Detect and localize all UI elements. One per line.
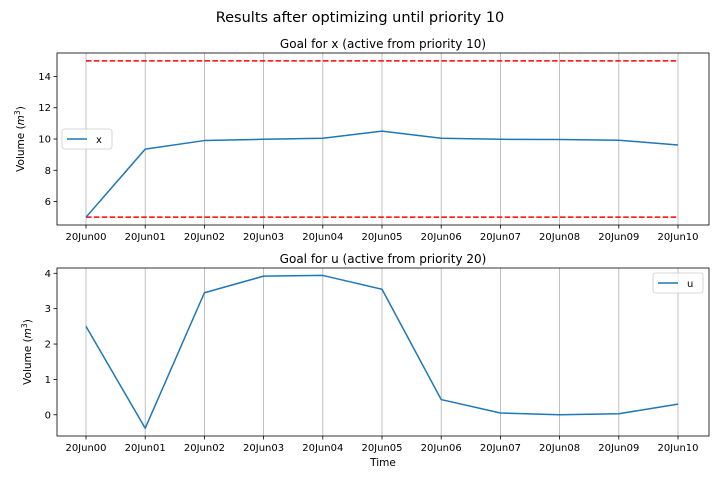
y-tick-label: 10	[38, 135, 51, 146]
x-tick-label: 20Jun04	[302, 232, 343, 243]
x-tick-label: 20Jun07	[480, 232, 521, 243]
subplot-1: 20Jun00 20Jun01 20Jun02 20Jun03 20Jun04 20Jun…	[13, 37, 710, 243]
y-axis-label: Volume (m3)	[13, 106, 27, 172]
y-tick-label: 3	[45, 304, 51, 315]
series-line-x	[85, 130, 679, 218]
x-tick-label: 20Jun05	[361, 232, 402, 243]
y-tick-label: 14	[38, 72, 51, 83]
x-tick-label: 20Jun01	[125, 443, 166, 454]
x-tick-label: 20Jun07	[480, 443, 521, 454]
axes-frame	[56, 267, 710, 437]
x-tick-label: 20Jun09	[598, 443, 639, 454]
x-tick-label: 20Jun05	[361, 443, 402, 454]
y-tick-label: 1	[45, 375, 51, 386]
x-tick-label: 20Jun04	[302, 443, 343, 454]
x-tick-label: 20Jun03	[243, 232, 284, 243]
x-tick-label: 20Jun08	[539, 443, 580, 454]
subplot-title: Goal for x (active from priority 10)	[280, 37, 486, 51]
x-tick-label: 20Jun10	[657, 232, 698, 243]
y-tick-label: 2	[45, 340, 51, 351]
subplot-2: 20Jun00 20Jun01 20Jun02 20Jun03 20Jun04 20Jun…	[20, 252, 710, 469]
x-tick-label: 20Jun00	[65, 443, 106, 454]
y-tick-label: 8	[45, 166, 51, 177]
x-tick-label: 20Jun08	[539, 232, 580, 243]
x-tick-label: 20Jun10	[657, 443, 698, 454]
x-tick-label: 20Jun06	[421, 443, 462, 454]
figure-suptitle: Results after optimizing until priority …	[216, 10, 505, 26]
x-tick-label: 20Jun03	[243, 443, 284, 454]
x-tick-label: 20Jun09	[598, 232, 639, 243]
y-tick-label: 0	[45, 410, 51, 421]
legend: u	[652, 272, 704, 294]
y-axis-label: Volume (m3)	[20, 319, 34, 385]
series-line-u	[85, 274, 679, 429]
x-tick-label: 20Jun01	[125, 232, 166, 243]
x-tick-label: 20Jun02	[184, 443, 225, 454]
legend-label-x: x	[96, 135, 102, 146]
x-axis-label: Time	[369, 457, 396, 469]
legend-label-u: u	[687, 279, 693, 290]
subplot-title: Goal for u (active from priority 20)	[280, 252, 487, 266]
y-tick-label: 4	[45, 269, 51, 280]
x-tick-label: 20Jun00	[65, 232, 106, 243]
legend: x	[61, 128, 113, 150]
y-tick-label: 6	[45, 197, 51, 208]
y-tick-label: 12	[38, 103, 51, 114]
x-tick-label: 20Jun06	[421, 232, 462, 243]
x-tick-label: 20Jun02	[184, 232, 225, 243]
axes-frame	[56, 52, 710, 226]
